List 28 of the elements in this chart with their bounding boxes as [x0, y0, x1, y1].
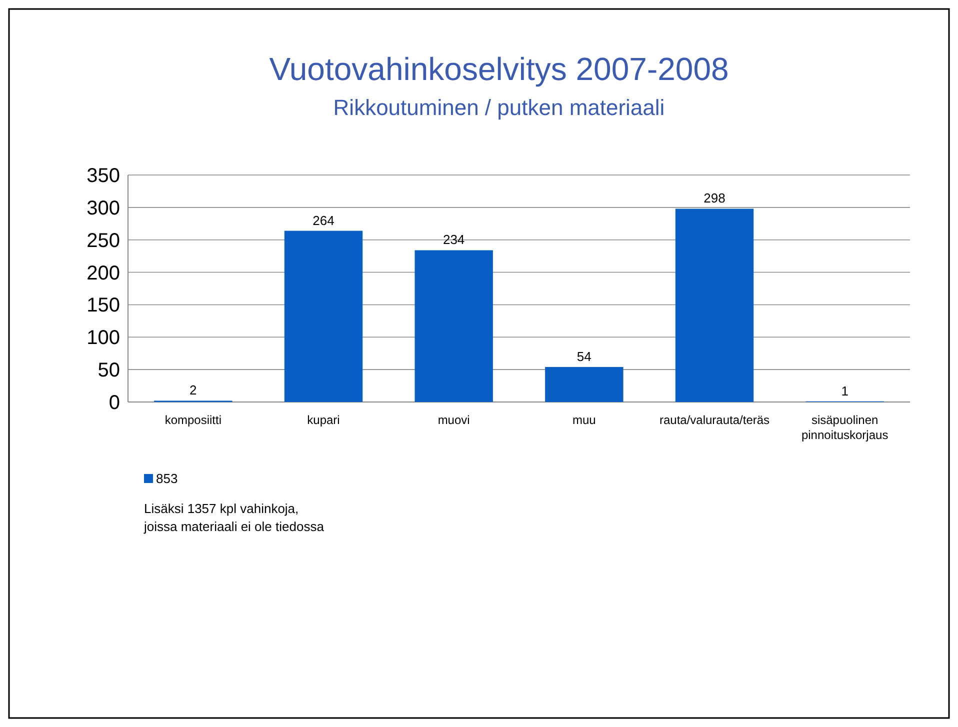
data-label: 1: [841, 383, 848, 398]
data-label: 298: [704, 190, 726, 206]
y-tick-label: 300: [86, 197, 120, 220]
y-tick-label: 50: [98, 360, 120, 382]
x-tick-label: muu: [572, 413, 596, 427]
data-label: 54: [576, 348, 592, 364]
bar: [545, 366, 624, 402]
bar: [284, 230, 363, 402]
chart-title: Vuotovahinkoselvitys 2007-2008: [269, 51, 729, 87]
y-tick-label: 200: [86, 262, 120, 284]
chart-subtitle: Rikkoutuminen / putken materiaali: [333, 95, 665, 120]
data-label: 234: [442, 232, 465, 248]
x-tick-label: rauta/valurauta/teräs: [659, 413, 770, 427]
x-tick-label: kupari: [307, 413, 340, 427]
y-tick-label: 350: [86, 165, 120, 187]
x-tick-label: komposiitti: [164, 413, 222, 427]
bar: [675, 208, 754, 402]
data-label: 2: [190, 382, 197, 398]
data-label: 264: [312, 212, 334, 228]
y-tick-label: 250: [86, 230, 120, 252]
text: Lisäksi 1357 kpl vahinkoja, joissa materiaali ei ole tiedossa: [143, 501, 325, 534]
x-tick-label: sisäpuolinen pinnoituskorjaus: [801, 413, 888, 442]
legend-label: 853: [156, 471, 178, 486]
bar: [414, 250, 493, 402]
y-tick-label: 0: [108, 392, 120, 414]
x-tick-label: muovi: [438, 413, 470, 427]
y-tick-label: 150: [86, 294, 120, 317]
y-tick-label: 100: [86, 327, 120, 350]
